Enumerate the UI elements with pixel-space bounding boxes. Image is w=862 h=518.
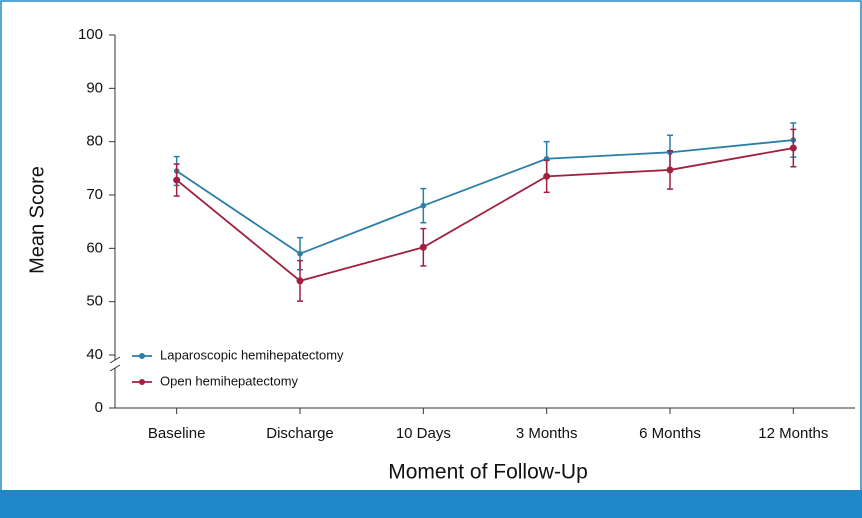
y-tick-label: 40 xyxy=(86,346,103,363)
point xyxy=(419,243,427,251)
point xyxy=(420,202,427,209)
axis-break xyxy=(109,356,121,364)
series-line xyxy=(176,139,794,255)
x-tick-label: 3 Months xyxy=(516,425,578,442)
point xyxy=(173,176,181,184)
x-tick-label: Baseline xyxy=(148,425,206,442)
x-tick-label: 10 Days xyxy=(396,425,451,442)
x-tick-label: 6 Months xyxy=(639,425,701,442)
footer-bar xyxy=(0,490,862,518)
point xyxy=(543,172,551,180)
point xyxy=(297,250,303,257)
y-tick-label: 80 xyxy=(86,133,103,150)
series-line xyxy=(176,147,794,282)
y-tick-label: 70 xyxy=(86,186,103,203)
y-axis-title: Mean Score xyxy=(26,166,48,274)
point xyxy=(789,144,797,152)
y-tick-label: 50 xyxy=(86,293,103,310)
x-tick-label: Discharge xyxy=(266,425,334,442)
y-tick-label: 0 xyxy=(95,399,103,416)
legend-label: Open hemihepatectomy xyxy=(160,373,299,388)
legend-label: Laparoscopic hemihepatectomy xyxy=(160,347,344,362)
point xyxy=(296,277,304,285)
y-tick-label: 60 xyxy=(86,239,103,256)
x-axis-title: Moment of Follow-Up xyxy=(388,461,588,484)
y-tick-label: 100 xyxy=(78,26,103,43)
point xyxy=(666,166,674,174)
x-tick-label: 12 Months xyxy=(758,425,828,442)
y-tick-label: 90 xyxy=(86,79,103,96)
axis-break xyxy=(109,364,121,372)
legend-marker xyxy=(139,379,145,385)
legend-marker xyxy=(139,353,145,359)
